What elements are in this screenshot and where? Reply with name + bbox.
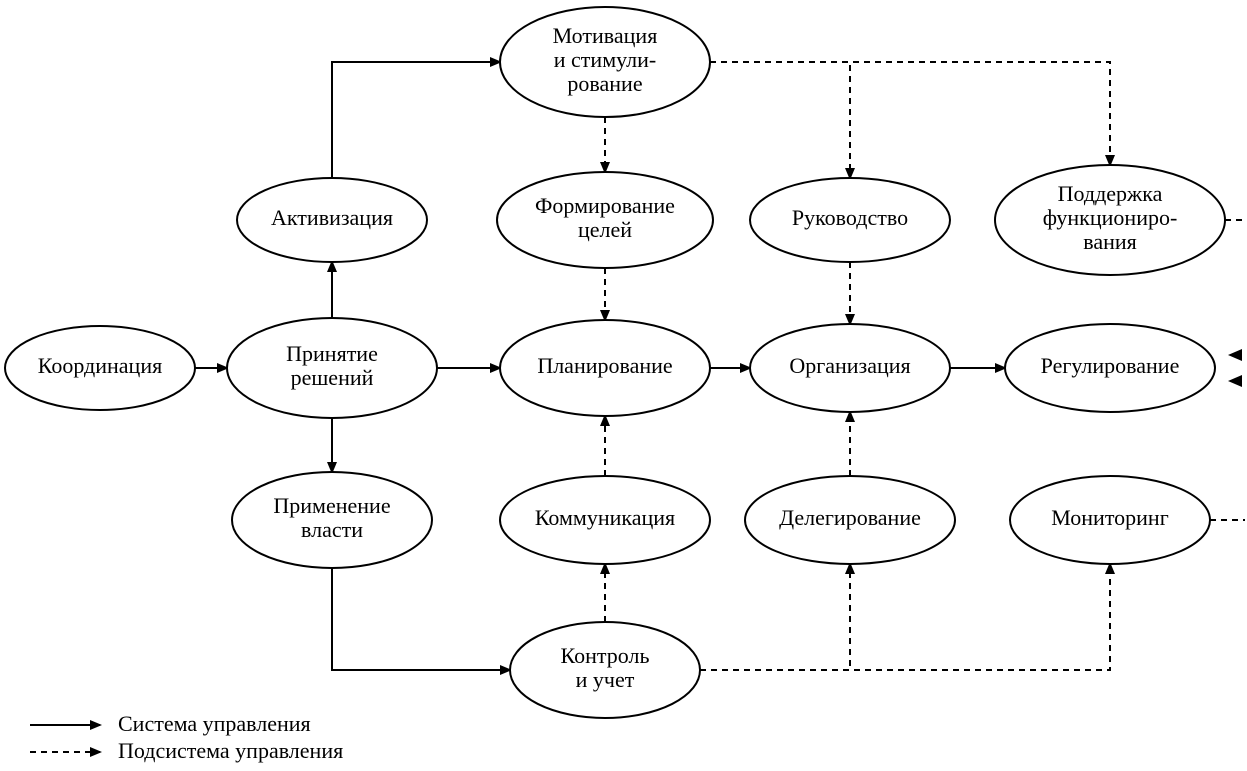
node-label: Руководство (792, 205, 908, 230)
node-kommunikaciya: Коммуникация (500, 476, 710, 564)
node-label: Организация (789, 353, 910, 378)
edge-kontrol-delegirovanie_elbow (700, 564, 850, 670)
node-label: Активизация (271, 205, 393, 230)
node-label: решений (291, 365, 374, 390)
node-label: и стимули- (554, 47, 656, 72)
node-label: рование (567, 71, 642, 96)
node-koordinaciya: Координация (5, 326, 195, 410)
node-regulirovanie: Регулирование (1005, 324, 1215, 412)
node-aktivizaciya: Активизация (237, 178, 427, 262)
node-label: Мониторинг (1051, 505, 1168, 530)
node-podderzhka: Поддержкафункциониро-вания (995, 165, 1225, 275)
node-label: Коммуникация (535, 505, 675, 530)
arrowhead-incoming (1228, 375, 1242, 387)
node-label: Формирование (535, 193, 675, 218)
edge-motivaciya-rukovodstvo_elbow (710, 62, 850, 178)
node-rukovodstvo: Руководство (750, 178, 950, 262)
node-motivaciya: Мотивацияи стимули-рование (500, 7, 710, 117)
node-organizaciya: Организация (750, 324, 950, 412)
node-label: Планирование (537, 353, 672, 378)
node-label: Применение (273, 493, 390, 518)
edge-aktivizaciya-motivaciya_elbow (332, 62, 500, 178)
legend: Система управленияПодсистема управления (30, 711, 343, 763)
edge-primenenie-kontrol_elbow (332, 568, 510, 670)
node-label: Поддержка (1058, 181, 1163, 206)
node-primenenie: Применениевласти (232, 472, 432, 568)
node-label: Координация (38, 353, 162, 378)
node-delegirovanie: Делегирование (745, 476, 955, 564)
node-label: функциониро- (1043, 205, 1178, 230)
node-label: власти (301, 517, 363, 542)
edge-kontrol-monitoring_elbow (700, 564, 1110, 670)
legend-label: Подсистема управления (118, 738, 343, 763)
edge-motivaciya-podderzhka_elbow (710, 62, 1110, 165)
nodes: Координация Принятиерешений Активизация При… (5, 7, 1225, 718)
node-label: Мотивация (553, 23, 658, 48)
node-monitoring: Мониторинг (1010, 476, 1210, 564)
node-label: вания (1083, 229, 1137, 254)
management-flowchart: Координация Принятиерешений Активизация При… (0, 0, 1247, 771)
node-planirovanie: Планирование (500, 320, 710, 416)
node-label: Принятие (286, 341, 378, 366)
node-label: Регулирование (1041, 353, 1180, 378)
legend-label: Система управления (118, 711, 311, 736)
node-label: Делегирование (779, 505, 921, 530)
node-kontrol: Контрольи учет (510, 622, 700, 718)
node-label: целей (578, 217, 632, 242)
node-label: Контроль (561, 643, 650, 668)
arrowhead-incoming (1228, 349, 1242, 361)
node-prinyatie: Принятиерешений (227, 318, 437, 418)
node-formirovanie: Формированиецелей (497, 172, 713, 268)
node-label: и учет (576, 667, 635, 692)
